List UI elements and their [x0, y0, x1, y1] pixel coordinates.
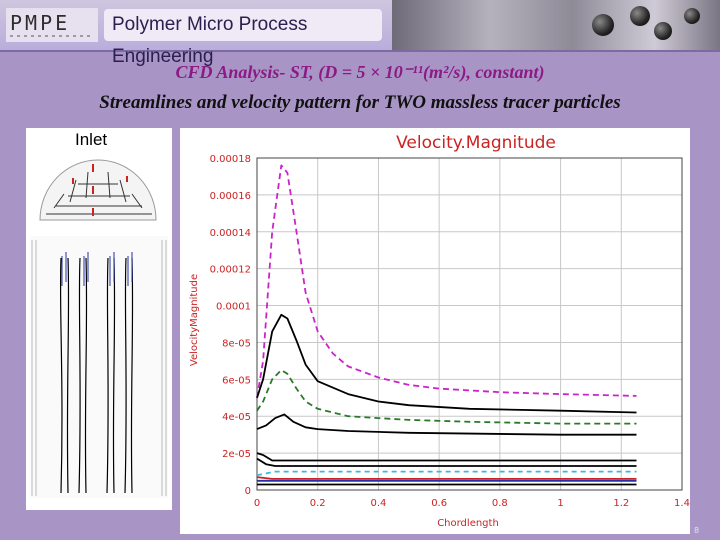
x-tick-label: 0.2 — [310, 498, 326, 509]
y-tick-label: 0.00016 — [210, 191, 251, 202]
y-tick-label: 6e-05 — [222, 375, 251, 386]
velocity-chart: Velocity.Magnitude 0 2e-05 4e-05 6e-05 8e-05… — [189, 133, 690, 529]
y-tick-label: 0 — [245, 486, 251, 497]
series-line-magenta-dashed — [256, 164, 637, 398]
sphere-image — [654, 22, 672, 40]
y-tick-label: 2e-05 — [222, 449, 251, 460]
chart-panel: Velocity.Magnitude 0 2e-05 4e-05 6e-05 8e-05… — [180, 128, 690, 534]
x-tick-label: 0.4 — [370, 498, 386, 509]
plot-area — [256, 157, 683, 491]
pmpe-logo: PMPE — [6, 8, 98, 42]
series-line-cyan-dashed — [256, 470, 637, 477]
series-line-black-solid-4 — [256, 457, 637, 467]
y-tick-label: 0.0001 — [216, 302, 251, 313]
chart-title: Velocity.Magnitude — [396, 133, 556, 153]
y-tick-label: 0.00018 — [210, 154, 251, 165]
header-image-strip — [392, 0, 720, 50]
header-bar: PMPE Polymer Micro Process Engineering — [0, 0, 720, 67]
inlet-label: Inlet — [75, 130, 108, 149]
series-line-black-solid-3 — [256, 452, 637, 462]
x-axis-label: Chordlength — [437, 518, 499, 529]
y-tick-label: 8e-05 — [222, 338, 251, 349]
x-tick-label: 1 — [557, 498, 563, 509]
x-tick-label: 0.8 — [492, 498, 508, 509]
y-tick-label: 0.00014 — [210, 228, 251, 239]
logo-text: PMPE — [10, 11, 70, 35]
y-tick-label: 0.00012 — [210, 265, 251, 276]
x-tick-label: 1.2 — [613, 498, 629, 509]
y-axis-label: VelocityMagnitude — [189, 274, 200, 366]
series-line-red-solid — [256, 476, 637, 480]
series-line-green-dashed — [256, 369, 637, 425]
sphere-image — [592, 14, 614, 36]
page-number: 8 — [694, 526, 700, 535]
series-line-black-solid-2 — [256, 413, 637, 436]
x-tick-label: 1.4 — [674, 498, 690, 509]
sphere-image — [684, 8, 700, 24]
sphere-image — [630, 6, 650, 26]
slide-subtitle: Streamlines and velocity pattern for TWO… — [99, 92, 621, 113]
y-tick-label: 4e-05 — [222, 412, 251, 423]
x-tick-label: 0.6 — [431, 498, 447, 509]
series-line-black-solid-1 — [256, 313, 637, 414]
x-tick-label: 0 — [254, 498, 260, 509]
header-title: Polymer Micro Process Engineering — [104, 9, 382, 67]
streamline-panel — [26, 128, 172, 510]
slide-title: CFD Analysis- ST, (D = 5 × 10⁻¹¹(m²/s), … — [175, 62, 545, 82]
streamline-image — [30, 159, 168, 498]
